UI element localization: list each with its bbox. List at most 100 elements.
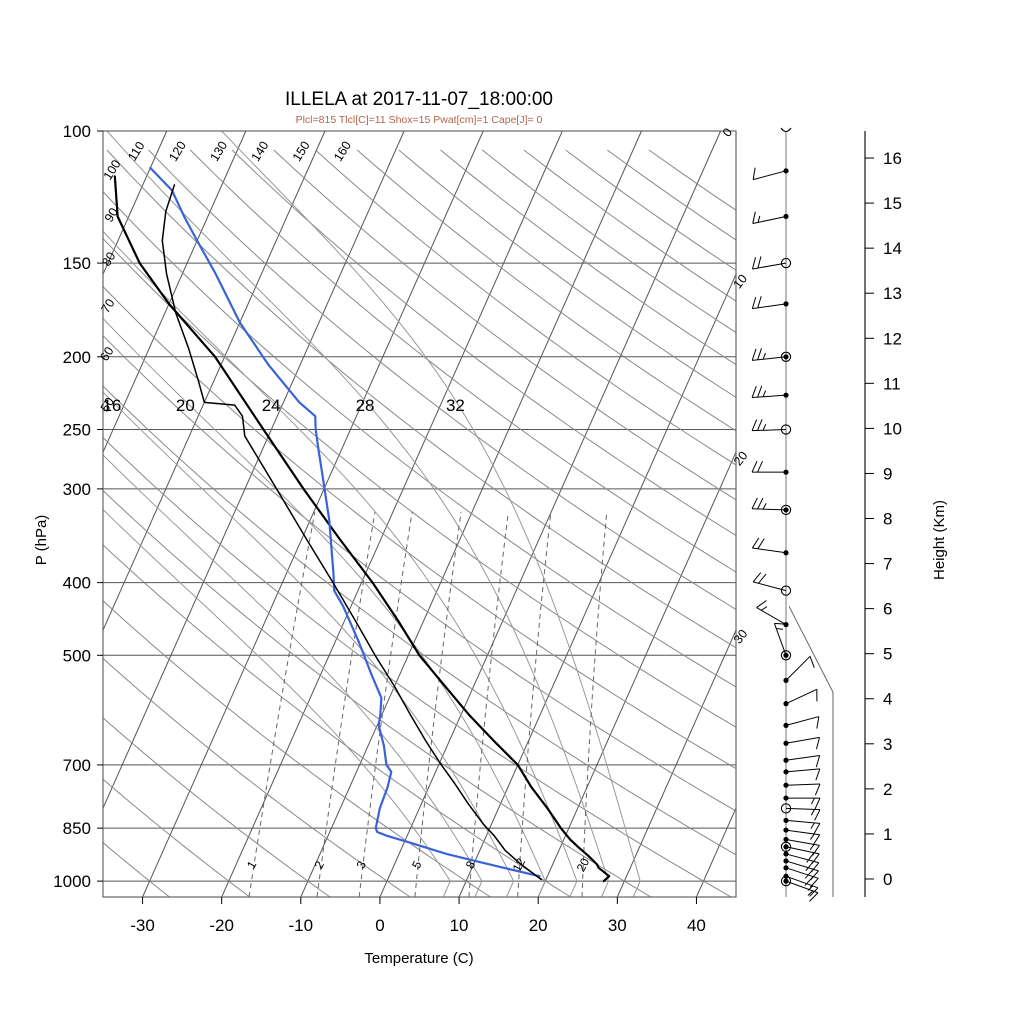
wind-barb[interactable] bbox=[751, 348, 792, 362]
dry-adiabat-label: 50 bbox=[98, 395, 117, 414]
wind-barb[interactable] bbox=[752, 167, 789, 181]
moist-adiabat-line bbox=[102, 509, 451, 898]
wind-barb-full bbox=[809, 892, 819, 902]
wind-barb-full bbox=[815, 768, 821, 781]
wind-barb-half bbox=[809, 844, 815, 851]
isotherm-label-right: 30 bbox=[731, 627, 751, 647]
wind-barb-full bbox=[757, 419, 763, 431]
wind-barb-full bbox=[814, 809, 821, 821]
wind-barb[interactable] bbox=[783, 817, 821, 835]
pressure-tick-label: 250 bbox=[63, 420, 91, 439]
wind-barb-full bbox=[752, 572, 762, 583]
dry-adiabat-line bbox=[102, 490, 652, 898]
profile-line-parcel[interactable] bbox=[161, 184, 542, 881]
moist-adiabat-label: 28 bbox=[356, 396, 375, 415]
wind-barb[interactable] bbox=[756, 600, 789, 628]
wind-barb[interactable] bbox=[751, 537, 789, 556]
pressure-tick-label: 400 bbox=[63, 574, 91, 593]
wind-barb-full bbox=[757, 460, 763, 473]
isotherm-line bbox=[221, 130, 563, 898]
wind-barb[interactable] bbox=[780, 803, 821, 821]
mixing-ratio-line bbox=[468, 511, 509, 898]
wind-barb[interactable] bbox=[783, 754, 821, 768]
wind-barb-full bbox=[815, 737, 820, 750]
wind-barb-full bbox=[812, 834, 821, 846]
dry-adiabat-line bbox=[102, 335, 737, 812]
wind-barb-full bbox=[757, 296, 762, 308]
wind-barb[interactable] bbox=[783, 655, 815, 683]
dry-adiabat-label: 80 bbox=[99, 249, 118, 268]
wind-barb[interactable] bbox=[783, 795, 821, 810]
wind-barb[interactable] bbox=[751, 385, 789, 399]
wind-barb[interactable] bbox=[783, 688, 818, 707]
dry-adiabat-line bbox=[102, 544, 571, 898]
wind-barb-full bbox=[815, 755, 821, 768]
isotherm-line bbox=[537, 452, 737, 898]
isotherm-line bbox=[102, 130, 326, 631]
wind-barb-full bbox=[809, 656, 815, 668]
height-tick-label: 6 bbox=[883, 600, 892, 619]
wind-barb-full bbox=[810, 862, 820, 873]
wind-barb-full bbox=[757, 385, 763, 398]
height-tick-label: 14 bbox=[883, 239, 902, 258]
wind-barb-full bbox=[809, 877, 819, 888]
wind-barb[interactable] bbox=[783, 768, 821, 781]
mixing-ratio-line bbox=[414, 511, 462, 898]
wind-barb-half bbox=[762, 352, 766, 360]
wind-barb-panel[interactable] bbox=[751, 127, 834, 902]
dry-adiabat-label: 70 bbox=[98, 296, 117, 315]
profile-line-temperature[interactable] bbox=[113, 175, 611, 883]
wind-barb[interactable] bbox=[783, 827, 821, 846]
wind-barb-full bbox=[814, 797, 821, 810]
dry-adiabat-line bbox=[102, 842, 170, 898]
dry-adiabat-line bbox=[481, 149, 737, 333]
wind-barb-half bbox=[807, 890, 814, 896]
mixing-ratio-line bbox=[248, 511, 316, 898]
mixing-ratio-line bbox=[517, 511, 552, 898]
moist-adiabat-line bbox=[102, 230, 578, 898]
wind-barb[interactable] bbox=[751, 296, 789, 310]
wind-barb[interactable] bbox=[751, 460, 789, 475]
wind-barb-full bbox=[811, 853, 820, 864]
height-tick-label: 12 bbox=[883, 329, 902, 348]
wind-barb[interactable] bbox=[752, 211, 789, 225]
sounding-profiles[interactable] bbox=[113, 166, 611, 883]
dry-adiabat-line bbox=[102, 658, 411, 898]
wind-barb-full bbox=[751, 386, 757, 398]
wind-barb-full bbox=[752, 257, 757, 270]
wind-barb[interactable] bbox=[783, 873, 819, 897]
wind-barb-full bbox=[816, 716, 820, 729]
height-tick-label: 8 bbox=[883, 510, 892, 529]
wind-barb-half bbox=[762, 390, 767, 397]
temperature-tick-label: 0 bbox=[375, 916, 384, 935]
wind-barb[interactable] bbox=[752, 256, 792, 270]
wind-barb[interactable] bbox=[751, 419, 792, 435]
pressure-tick-label: 500 bbox=[63, 646, 91, 665]
profile-line-dewpoint[interactable] bbox=[149, 166, 541, 878]
wind-barb[interactable] bbox=[780, 841, 820, 864]
wind-barb[interactable] bbox=[752, 572, 792, 596]
dry-adiabat-line bbox=[440, 149, 737, 366]
height-tick-label: 9 bbox=[883, 464, 892, 483]
wind-level-circle bbox=[780, 650, 792, 661]
pressure-tick-label: 200 bbox=[63, 348, 91, 367]
wind-barb-full bbox=[758, 573, 767, 584]
wind-barb[interactable] bbox=[780, 875, 819, 902]
wind-barb[interactable] bbox=[751, 497, 792, 516]
isotherm-line bbox=[102, 130, 168, 275]
dry-adiabat-line bbox=[106, 149, 737, 649]
moist-adiabat-line bbox=[221, 130, 641, 898]
wind-barb[interactable] bbox=[783, 736, 820, 750]
wind-barb-full bbox=[751, 419, 758, 431]
wind-barb-full bbox=[813, 823, 821, 835]
dry-adiabat-line bbox=[565, 149, 737, 271]
wind-barb[interactable] bbox=[780, 127, 792, 133]
wind-barb[interactable] bbox=[783, 782, 821, 796]
dry-adiabat-line bbox=[102, 717, 331, 898]
wind-barb-half bbox=[762, 423, 767, 431]
wind-barb[interactable] bbox=[783, 716, 820, 729]
wind-barb-shaft bbox=[785, 655, 811, 681]
